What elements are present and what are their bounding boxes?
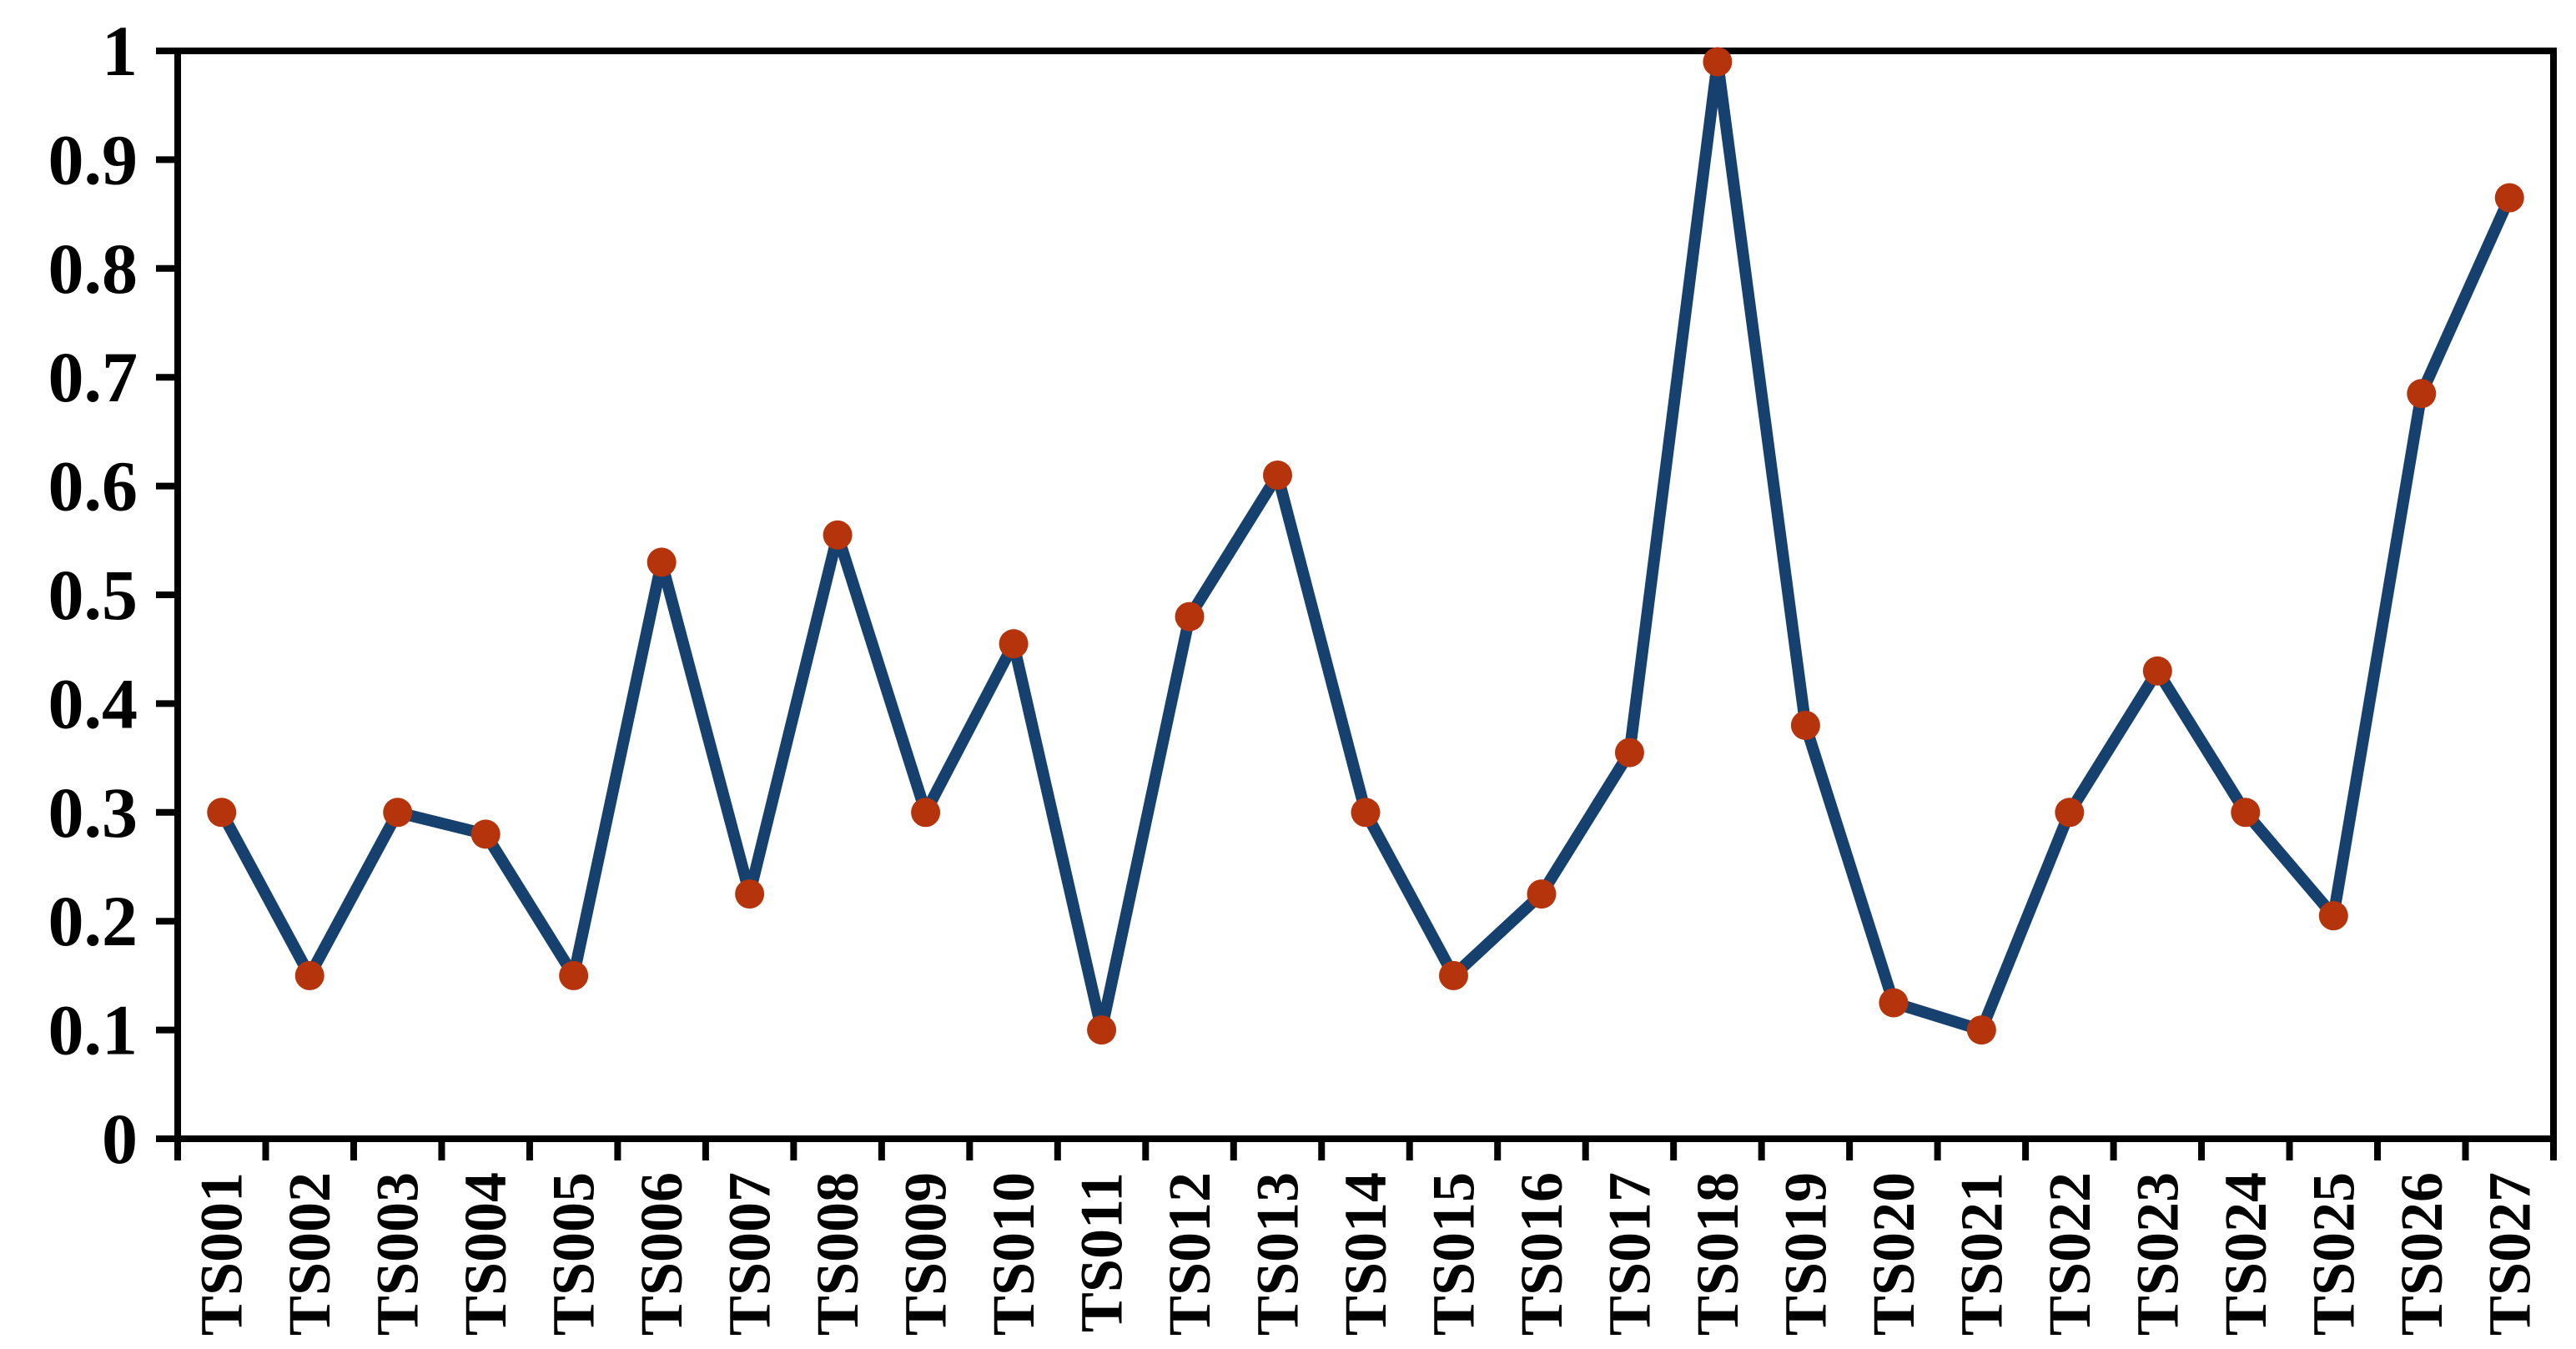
x-tick-label: TS015	[1420, 1172, 1487, 1336]
data-point-TS003	[383, 798, 413, 828]
x-tick-label: TS009	[893, 1172, 959, 1336]
data-point-TS024	[2231, 798, 2261, 828]
x-tick-label-group: TS026	[2388, 1172, 2455, 1336]
x-tick-label: TS019	[1772, 1172, 1839, 1336]
x-tick-label-group: TS005	[541, 1172, 607, 1336]
x-tick-label: TS007	[717, 1172, 783, 1336]
x-tick-label-group: TS022	[2036, 1172, 2103, 1336]
data-point-TS012	[1175, 602, 1205, 632]
x-tick-label: TS013	[1245, 1172, 1311, 1336]
x-tick-label: TS023	[2124, 1172, 2191, 1336]
x-tick-label-group: TS008	[804, 1172, 871, 1336]
x-tick-label-group: TS014	[1332, 1172, 1399, 1336]
x-tick-label-group: TS011	[1069, 1172, 1135, 1332]
y-tick-label: 0.1	[48, 990, 138, 1070]
x-tick-label: TS018	[1684, 1172, 1751, 1336]
data-point-TS006	[647, 547, 677, 577]
data-point-TS008	[823, 520, 853, 550]
x-tick-label-group: TS020	[1860, 1172, 1927, 1336]
x-tick-label: TS005	[541, 1172, 607, 1336]
x-tick-label: TS006	[628, 1172, 695, 1336]
data-point-TS019	[1790, 710, 1820, 740]
x-tick-label: TS004	[452, 1172, 519, 1336]
data-point-TS011	[1087, 1015, 1117, 1045]
x-tick-label-group: TS025	[2300, 1172, 2367, 1336]
x-tick-label: TS017	[1596, 1172, 1663, 1336]
data-point-TS009	[911, 798, 941, 828]
y-tick-label: 0.4	[48, 663, 138, 743]
x-tick-label-group: TS001	[189, 1172, 255, 1336]
x-tick-label: TS020	[1860, 1172, 1927, 1336]
x-tick-label-group: TS003	[365, 1172, 431, 1336]
data-point-TS004	[470, 819, 501, 849]
x-tick-label-group: TS015	[1420, 1172, 1487, 1336]
x-tick-label-group: TS027	[2476, 1172, 2543, 1336]
x-tick-label: TS016	[1508, 1172, 1575, 1336]
data-point-TS010	[999, 629, 1029, 659]
x-tick-label: TS002	[276, 1172, 343, 1336]
x-tick-label-group: TS017	[1596, 1172, 1663, 1336]
data-point-TS023	[2142, 656, 2172, 686]
y-tick-label: 0.2	[48, 881, 138, 961]
y-tick-label: 1	[102, 11, 138, 91]
data-point-TS013	[1263, 461, 1293, 491]
data-point-TS022	[2055, 798, 2085, 828]
data-point-TS016	[1527, 879, 1557, 909]
y-tick-label: 0.3	[48, 773, 138, 853]
x-tick-label-group: TS018	[1684, 1172, 1751, 1336]
y-tick-label: 0.8	[48, 229, 138, 309]
y-tick-label: 0.9	[48, 119, 138, 199]
x-tick-label: TS022	[2036, 1172, 2103, 1336]
x-tick-label: TS021	[1948, 1172, 2015, 1336]
y-tick-label: 0.6	[48, 446, 138, 526]
x-tick-label: TS010	[980, 1172, 1047, 1336]
series-line	[215, 56, 2516, 1036]
data-point-TS007	[735, 879, 765, 909]
data-point-TS002	[294, 960, 325, 990]
x-tick-label: TS014	[1332, 1172, 1399, 1336]
data-point-TS005	[559, 960, 589, 990]
x-tick-label: TS003	[365, 1172, 431, 1336]
x-tick-label: TS001	[189, 1172, 255, 1336]
data-point-TS027	[2494, 183, 2524, 213]
y-tick-label: 0	[102, 1099, 138, 1179]
x-tick-label-group: TS021	[1948, 1172, 2015, 1336]
data-point-TS015	[1438, 960, 1468, 990]
x-tick-label-group: TS012	[1156, 1172, 1223, 1336]
x-tick-label: TS008	[804, 1172, 871, 1336]
x-tick-label: TS011	[1069, 1172, 1135, 1332]
data-point-TS021	[1966, 1015, 1996, 1045]
data-point-TS018	[1703, 47, 1733, 77]
data-point-TS017	[1614, 737, 1644, 768]
x-tick-label-group: TS010	[980, 1172, 1047, 1336]
x-tick-label-group: TS023	[2124, 1172, 2191, 1336]
data-point-TS020	[1879, 988, 1909, 1018]
x-tick-label: TS026	[2388, 1172, 2455, 1336]
x-tick-label-group: TS006	[628, 1172, 695, 1336]
data-point-TS025	[2318, 901, 2348, 931]
y-tick-label: 0.7	[48, 337, 138, 417]
x-tick-label-group: TS002	[276, 1172, 343, 1336]
x-tick-label-group: TS024	[2212, 1172, 2279, 1336]
x-tick-label: TS027	[2476, 1172, 2543, 1336]
plot-frame	[174, 48, 2557, 1142]
x-tick-label-group: TS019	[1772, 1172, 1839, 1336]
x-tick-label: TS012	[1156, 1172, 1223, 1336]
x-tick-label-group: TS013	[1245, 1172, 1311, 1336]
x-tick-label: TS024	[2212, 1172, 2279, 1336]
x-tick-label-group: TS004	[452, 1172, 519, 1336]
x-tick-label-group: TS016	[1508, 1172, 1575, 1336]
y-tick-label: 0.5	[48, 555, 138, 635]
data-point-TS001	[207, 798, 237, 828]
data-point-TS026	[2407, 379, 2437, 409]
data-point-TS014	[1351, 798, 1381, 828]
x-tick-label-group: TS009	[893, 1172, 959, 1336]
x-tick-label: TS025	[2300, 1172, 2367, 1336]
x-tick-label-group: TS007	[717, 1172, 783, 1336]
